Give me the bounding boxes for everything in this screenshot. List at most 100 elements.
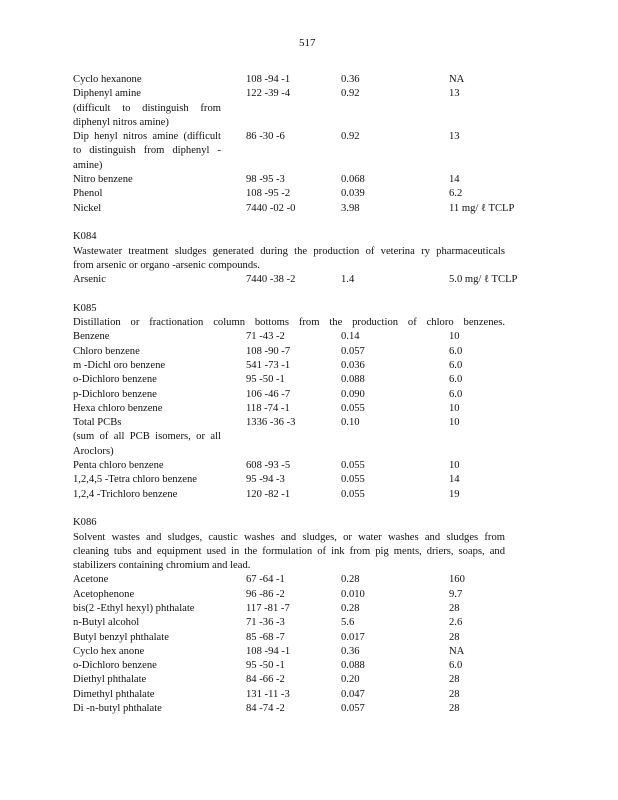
waste-code: K084	[73, 231, 97, 243]
waste-description-line: stabilizers containing chromium and lead…	[73, 560, 251, 572]
wastewater-concentration: 0.055	[341, 402, 365, 414]
wastewater-concentration: 0.010	[341, 588, 365, 600]
waste-section: K084 Wastewater treatment sludges generat…	[73, 230, 517, 287]
nonwastewater-concentration: 10	[449, 331, 460, 343]
wastewater-concentration: 0.057	[341, 345, 365, 357]
nonwastewater-concentration: 28	[449, 631, 460, 643]
nonwastewater-concentration: 6.0	[449, 345, 463, 357]
cas-number: 106 -46 -7	[246, 388, 291, 400]
constituent-name-line: to distinguish from diphenyl -	[73, 145, 221, 157]
nonwastewater-concentration: 2.6	[449, 617, 463, 629]
nonwastewater-concentration: 14	[449, 474, 460, 486]
constituent-name-line: Chloro benzene	[73, 345, 140, 357]
table-row: Di -n-butyl phthalate 84 -74 -2 0.057 28	[73, 702, 505, 716]
nonwastewater-concentration: 11 mg/ ℓ TCLP	[449, 202, 515, 214]
constituent-name-line: 1,2,4 -Trichloro benzene	[73, 488, 178, 500]
constituent-name: m -Dichl oro benzene	[73, 359, 221, 373]
constituent-name-line: Penta chloro benzene	[73, 460, 164, 472]
waste-description-line: from arsenic or organo -arsenic compound…	[73, 259, 260, 271]
wastewater-concentration: 0.090	[341, 388, 365, 400]
constituent-name-line: Arsenic	[73, 274, 106, 286]
constituent-name-line: Cyclo hex anone	[73, 645, 145, 657]
constituent-name: Penta chloro benzene	[73, 459, 221, 473]
cas-number: 108 -94 -1	[246, 74, 291, 85]
constituent-name: Diphenyl amine (difficult to distinguish …	[73, 87, 221, 130]
table-row: Hexa chloro benzene 118 -74 -1 0.055 10	[73, 402, 505, 416]
constituent-name: Arsenic	[73, 273, 221, 287]
constituent-name: 1,2,4 -Trichloro benzene	[73, 488, 221, 502]
table-row: Dimethyl phthalate 131 -11 -3 0.047 28	[73, 688, 505, 702]
nonwastewater-concentration: 10	[449, 402, 460, 414]
waste-description-line: Solvent wastes and sludges, caustic wash…	[73, 531, 505, 543]
wastewater-concentration: 0.088	[341, 660, 365, 672]
constituent-name-line: Dimethyl phthalate	[73, 688, 155, 700]
nonwastewater-concentration: 6.0	[449, 359, 463, 371]
wastewater-concentration: 0.055	[341, 474, 365, 486]
constituent-name-line: Di -n-butyl phthalate	[73, 703, 162, 715]
constituent-name-line: o-Dichloro benzene	[73, 660, 157, 672]
table-row: Penta chloro benzene 608 -93 -5 0.055 10	[73, 459, 505, 473]
table-row: o-Dichloro benzene 95 -50 -1 0.088 6.0	[73, 659, 505, 673]
cas-number: 7440 -38 -2	[246, 274, 296, 286]
constituent-name-line: amine)	[73, 159, 103, 171]
wastewater-concentration: 0.088	[341, 374, 365, 386]
cas-number: 120 -82 -1	[246, 488, 291, 500]
table-row: Diphenyl amine (difficult to distinguish …	[73, 87, 505, 130]
cas-number: 86 -30 -6	[246, 131, 285, 143]
constituent-name: p-Dichloro benzene	[73, 388, 221, 402]
cas-number: 1336 -36 -3	[246, 417, 296, 429]
waste-code: K085	[73, 302, 97, 314]
constituent-name-line: diphenyl nitros amine)	[73, 116, 169, 128]
table-row: Nitro benzene 98 -95 -3 0.068 14	[73, 173, 505, 187]
constituent-name-line: (difficult to distinguish from	[73, 102, 221, 114]
waste-code: K086	[73, 517, 97, 529]
constituent-name-line: Diphenyl amine	[73, 88, 141, 100]
nonwastewater-concentration: 28	[449, 674, 460, 686]
constituent-name-line: (sum of all PCB isomers, or all	[73, 431, 221, 443]
nonwastewater-concentration: 6.0	[449, 388, 463, 400]
constituent-name-line: Nickel	[73, 202, 102, 214]
cas-number: 541 -73 -1	[246, 359, 291, 371]
constituent-name: Di -n-butyl phthalate	[73, 702, 221, 716]
constituent-name-line: Aroclors)	[73, 445, 114, 457]
constituent-name: Diethyl phthalate	[73, 673, 221, 687]
cas-number: 96 -86 -2	[246, 588, 285, 600]
nonwastewater-concentration: 160	[449, 574, 465, 586]
constituent-name: o-Dichloro benzene	[73, 659, 221, 673]
wastewater-concentration: 0.036	[341, 359, 365, 371]
cas-number: 108 -94 -1	[246, 645, 291, 657]
nonwastewater-concentration: 28	[449, 703, 460, 715]
wastewater-concentration: 0.055	[341, 460, 365, 472]
cas-number: 67 -64 -1	[246, 574, 285, 586]
cas-number: 131 -11 -3	[246, 688, 290, 700]
constituent-name-line: 1,2,4,5 -Tetra chloro benzene	[73, 474, 197, 486]
table-row: Acetone 67 -64 -1 0.28 160	[73, 573, 505, 587]
nonwastewater-concentration: 19	[449, 488, 460, 500]
wastewater-concentration: 0.057	[341, 703, 365, 715]
constituent-name: Acetophenone	[73, 588, 221, 602]
wastewater-concentration: 0.047	[341, 688, 365, 700]
constituent-name: Total PCBs (sum of all PCB isomers, or al…	[73, 416, 221, 459]
wastewater-concentration: 0.36	[341, 74, 360, 85]
wastewater-concentration: 5.6	[341, 617, 355, 629]
cas-number: 122 -39 -4	[246, 88, 291, 100]
wastewater-concentration: 0.28	[341, 574, 360, 586]
constituent-name: n-Butyl alcohol	[73, 616, 221, 630]
constituent-name-line: Dip henyl nitros amine (difficult	[73, 131, 221, 143]
nonwastewater-concentration: 13	[449, 131, 460, 143]
waste-section: Cyclo hexanone 108 -94 -1 0.36 NA Diphenyl a…	[73, 73, 514, 216]
constituent-name-line: bis(2 -Ethyl hexyl) phthalate	[73, 602, 195, 614]
table-row: n-Butyl alcohol 71 -36 -3 5.6 2.6	[73, 616, 505, 630]
constituent-name-line: Cyclo hexanone	[73, 74, 142, 85]
wastewater-concentration: 0.92	[341, 88, 360, 100]
waste-section: K085 Distillation or fractionation column…	[73, 302, 505, 502]
waste-section: K086 Solvent wastes and sludges, caustic …	[73, 516, 505, 716]
cas-number: 108 -95 -2	[246, 188, 291, 200]
nonwastewater-concentration: 10	[449, 417, 460, 429]
table-row: Acetophenone 96 -86 -2 0.010 9.7	[73, 588, 505, 602]
cas-number: 95 -50 -1	[246, 374, 285, 386]
constituent-name: Phenol	[73, 187, 221, 201]
constituent-name-line: m -Dichl oro benzene	[73, 359, 166, 371]
constituent-name: Nitro benzene	[73, 173, 221, 187]
constituent-name: Dip henyl nitros amine (difficult to dist…	[73, 130, 221, 173]
